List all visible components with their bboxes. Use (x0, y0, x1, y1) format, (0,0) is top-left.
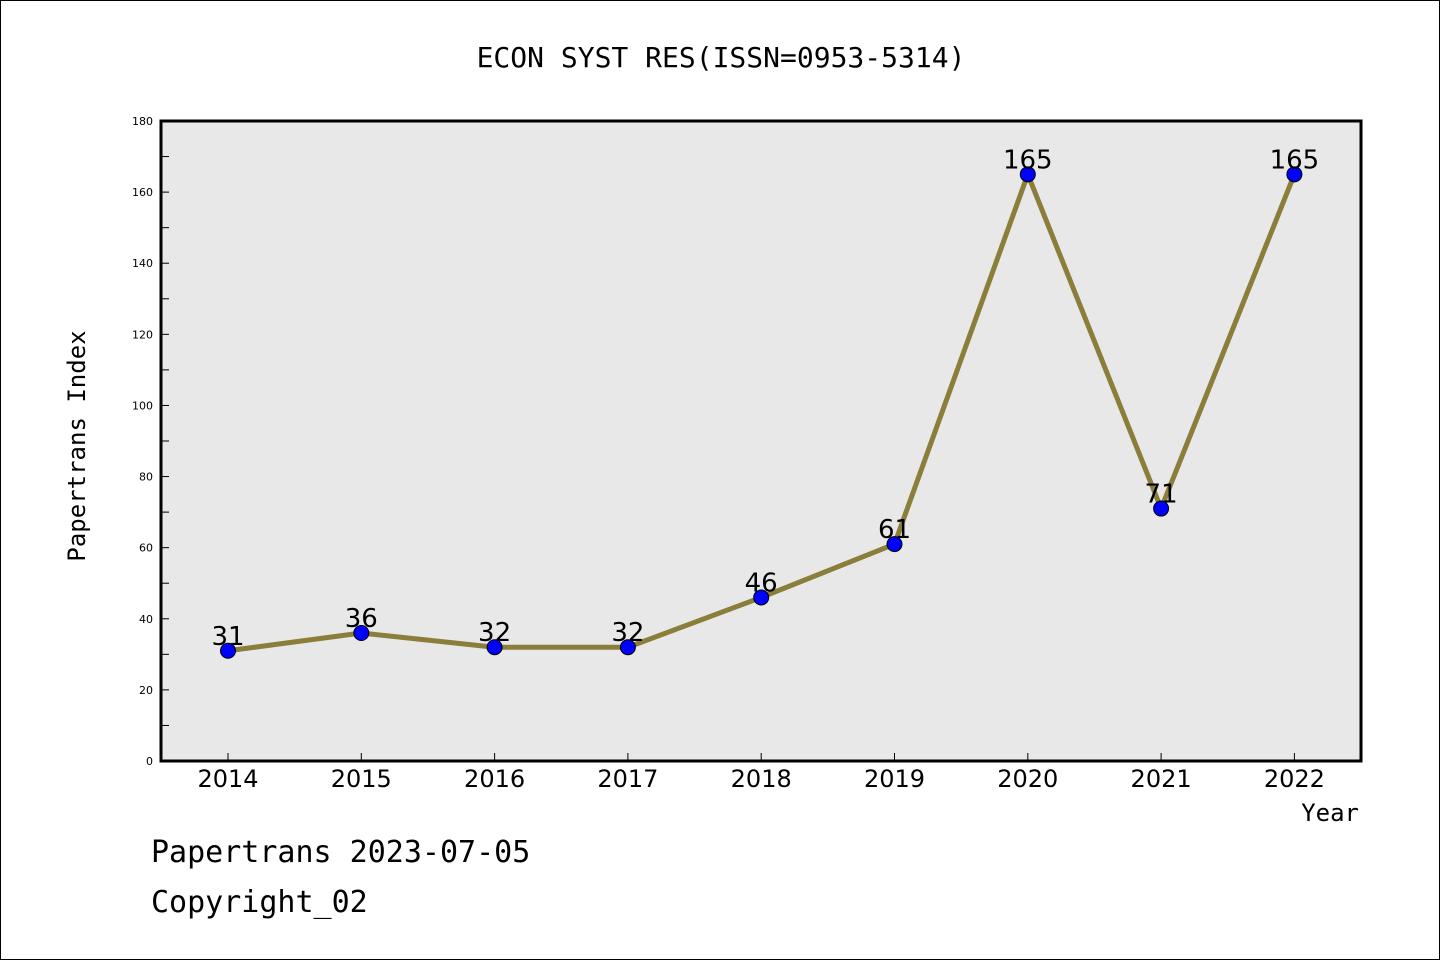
data-point (1153, 500, 1170, 517)
data-label: 46 (745, 568, 778, 598)
x-tick-label: 2018 (731, 765, 792, 793)
x-tick-label: 2019 (864, 765, 925, 793)
data-point (753, 589, 770, 606)
data-label: 31 (211, 622, 244, 652)
data-point (220, 642, 236, 659)
footer-date-text: Papertrans 2023-07-05 (151, 835, 531, 870)
data-label: 32 (611, 618, 644, 648)
data-point (486, 639, 503, 656)
chart-title: ECON SYST RES(ISSN=0953-5314) (477, 41, 966, 74)
x-tick-label: 2017 (597, 765, 658, 793)
y-tick-label: 40 (139, 613, 153, 626)
data-point (1019, 166, 1036, 183)
x-tick-label: 2016 (464, 765, 525, 793)
data-label: 165 (1270, 145, 1320, 175)
data-markers (220, 166, 1303, 659)
data-label: 165 (1003, 145, 1053, 175)
y-axis-title: Papertrans Index (63, 330, 91, 561)
y-tick-label: 80 (139, 471, 153, 484)
x-axis: 2014 2015 2016 2017 2018 2019 2020 2021 2022 (197, 753, 1325, 793)
y-tick-label: 20 (139, 684, 153, 697)
y-tick-label: 0 (146, 755, 153, 768)
y-tick-label: 120 (132, 328, 153, 341)
x-tick-label: 2020 (997, 765, 1058, 793)
data-label: 32 (478, 618, 511, 648)
y-axis: 0 20 40 60 80 100 120 140 160 180 (132, 115, 169, 768)
x-tick-label: 2015 (331, 765, 392, 793)
x-tick-label: 2022 (1264, 765, 1325, 793)
x-tick-label: 2021 (1131, 765, 1192, 793)
plot-area (159, 119, 1363, 763)
y-tick-label: 100 (132, 399, 153, 412)
footer-copyright-text: Copyright_02 (151, 885, 368, 920)
x-tick-label: 2014 (197, 765, 258, 793)
data-label: 71 (1145, 480, 1178, 510)
y-tick-label: 160 (132, 186, 153, 199)
data-point (353, 625, 370, 641)
x-axis-title: Year (1301, 799, 1359, 827)
y-tick-label: 140 (132, 257, 153, 270)
y-tick-label: 180 (132, 115, 153, 128)
data-point (619, 639, 636, 656)
data-labels: 31 36 32 32 46 61 165 71 165 (211, 145, 1319, 651)
y-tick-label: 60 (139, 542, 153, 555)
data-label: 61 (878, 515, 911, 545)
data-point (886, 536, 903, 553)
data-point (1286, 166, 1303, 183)
data-label: 36 (345, 604, 378, 634)
